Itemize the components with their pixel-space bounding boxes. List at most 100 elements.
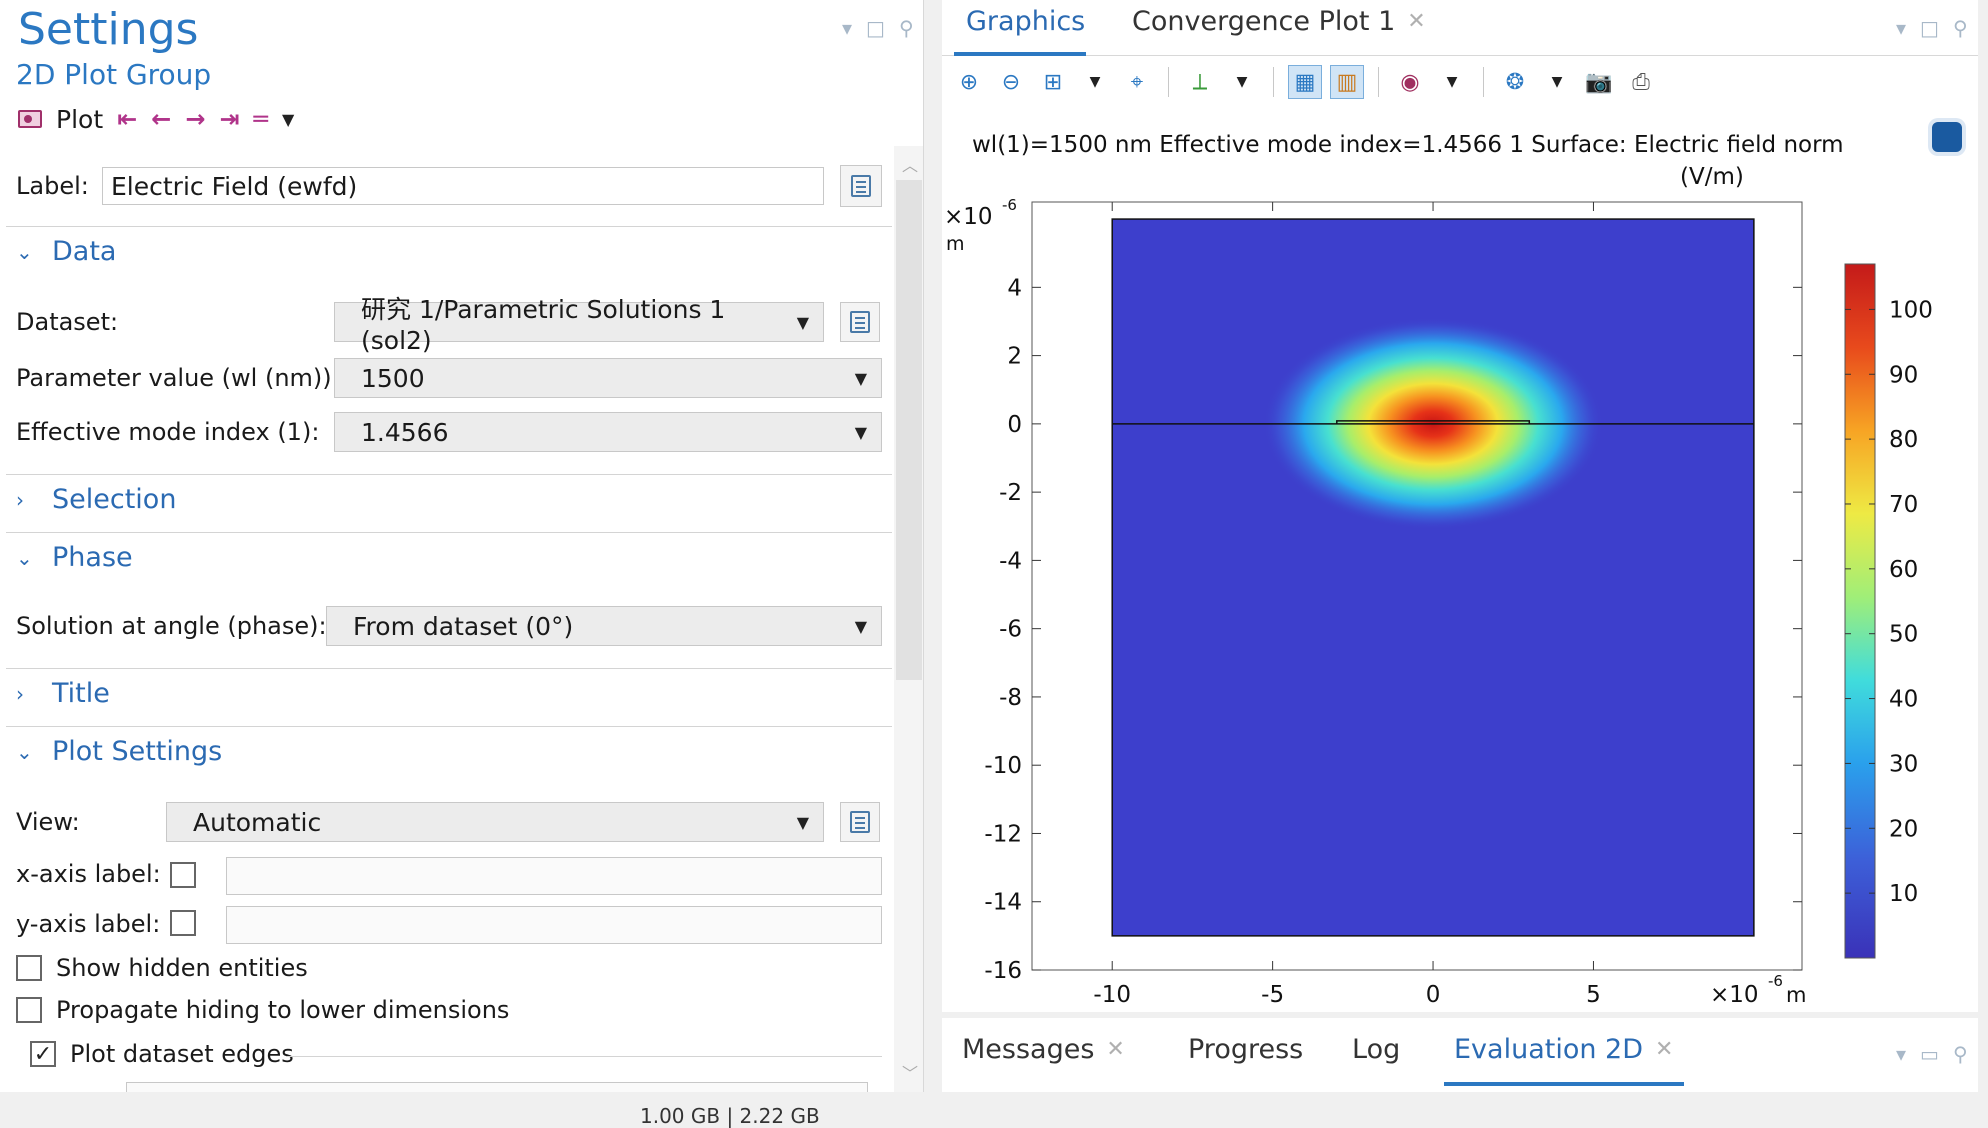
label-input[interactable]: Electric Field (ewfd) bbox=[102, 167, 824, 205]
plot-edges-row[interactable]: ✓ Plot dataset edges bbox=[30, 1040, 294, 1068]
y-tick-label: 0 bbox=[1007, 412, 1022, 438]
phase-label: Solution at angle (phase): bbox=[16, 612, 327, 640]
camera-icon[interactable]: 📷 bbox=[1585, 69, 1613, 95]
chevron-down-icon[interactable]: ▼ bbox=[1236, 74, 1248, 90]
chevron-right-icon: › bbox=[16, 487, 24, 512]
tab-messages-label: Messages bbox=[962, 1034, 1095, 1065]
aperture-icon[interactable]: ❂ bbox=[1505, 69, 1525, 95]
plot-domain bbox=[1111, 218, 1755, 937]
memory-status: 1.00 GB | 2.22 GB bbox=[640, 1104, 820, 1128]
colorbar-label: 30 bbox=[1889, 751, 1918, 777]
graphics-window-controls: ▾ □ ⚲ bbox=[1896, 16, 1968, 40]
tab-convergence-plot[interactable]: Convergence Plot 1 ✕ bbox=[1132, 6, 1426, 37]
tab-graphics[interactable]: Graphics bbox=[966, 6, 1085, 37]
graphics-window-icon[interactable] bbox=[1932, 122, 1962, 152]
section-plot-settings[interactable]: ⌄ Plot Settings bbox=[16, 736, 222, 767]
xaxis-label: x-axis label: bbox=[16, 860, 161, 888]
maximize-icon[interactable]: □ bbox=[1920, 16, 1939, 40]
xaxis-input[interactable] bbox=[226, 857, 882, 895]
section-title[interactable]: › Title bbox=[16, 678, 110, 709]
view-goto-button[interactable] bbox=[840, 802, 880, 842]
dataset-label: Dataset: bbox=[16, 308, 119, 336]
label-edit-button[interactable] bbox=[840, 165, 882, 207]
dataset-goto-button[interactable] bbox=[840, 302, 880, 342]
next-icon[interactable]: → bbox=[185, 105, 206, 133]
tab-progress[interactable]: Progress bbox=[1188, 1034, 1303, 1065]
section-selection[interactable]: › Selection bbox=[16, 484, 176, 515]
settings-scrollbar[interactable]: ︿ ﹀ bbox=[894, 146, 923, 1092]
param-select[interactable]: 1500 ▼ bbox=[334, 358, 882, 398]
document-icon bbox=[850, 811, 870, 833]
tab-evaluation-2d[interactable]: Evaluation 2D ✕ bbox=[1454, 1034, 1673, 1065]
grid-icon[interactable]: ▦ bbox=[1288, 65, 1322, 99]
colorbar-label: 50 bbox=[1889, 622, 1918, 648]
field-plot[interactable]: 420-2-4-6-8-10-12-14-16-10 -5 0 5×10 -6m×10-… bbox=[942, 190, 1978, 1012]
chevron-down-icon[interactable]: ▼ bbox=[282, 109, 295, 129]
scroll-thumb[interactable] bbox=[896, 180, 922, 680]
x-tick-label: 0 bbox=[1426, 982, 1441, 1008]
scroll-up-icon[interactable]: ︿ bbox=[902, 156, 919, 175]
mode-select[interactable]: 1.4566 ▼ bbox=[334, 412, 882, 452]
colorbar-label: 90 bbox=[1889, 362, 1918, 388]
zoom-out-icon[interactable]: ⊖ bbox=[1001, 69, 1021, 95]
plot-button-label[interactable]: Plot bbox=[56, 104, 104, 134]
graphics-toolbar: ⊕ ⊖ ⊞ ▼ ⌖ ⟂ ▼ ▦ ▥ ◉ ▼ ❂ ▼ 📷 ⎙ bbox=[952, 62, 1658, 102]
maximize-icon[interactable]: □ bbox=[866, 16, 885, 40]
propagate-checkbox[interactable] bbox=[16, 997, 42, 1023]
chevron-down-icon: ⌄ bbox=[16, 545, 33, 570]
chevron-down-icon[interactable]: ▼ bbox=[1446, 74, 1458, 90]
tab-log[interactable]: Log bbox=[1352, 1034, 1400, 1065]
close-icon[interactable]: ✕ bbox=[1655, 1037, 1674, 1062]
chevron-down-icon[interactable]: ▼ bbox=[1089, 74, 1101, 90]
axis-orientation-icon[interactable]: ⟂ bbox=[1192, 69, 1208, 95]
tab-underline bbox=[1444, 1082, 1684, 1086]
param-label: Parameter value (wl (nm)): bbox=[16, 364, 340, 392]
scene-light-icon[interactable]: ◉ bbox=[1400, 69, 1420, 95]
section-phase[interactable]: ⌄ Phase bbox=[16, 542, 133, 573]
yaxis-input[interactable] bbox=[226, 906, 882, 944]
pin-icon[interactable]: ⚲ bbox=[1952, 1042, 1968, 1066]
print-icon[interactable]: ⎙ bbox=[1632, 69, 1650, 95]
zoom-box-icon[interactable]: ⊞ bbox=[1043, 69, 1063, 95]
phase-select[interactable]: From dataset (0°) ▼ bbox=[326, 606, 882, 646]
first-icon[interactable]: ⇤ bbox=[117, 105, 138, 133]
y-tick-label: -10 bbox=[984, 753, 1022, 779]
menu-lines-icon[interactable]: ═ bbox=[253, 105, 269, 133]
colorbar-label: 80 bbox=[1889, 427, 1918, 453]
maximize-icon[interactable]: ▭ bbox=[1920, 1042, 1939, 1066]
minimize-icon[interactable]: ▾ bbox=[1896, 1042, 1907, 1066]
chevron-down-icon[interactable]: ▼ bbox=[1551, 74, 1563, 90]
y-exponent: -6 bbox=[1002, 196, 1017, 214]
status-bar: 1.00 GB | 2.22 GB bbox=[0, 1092, 1988, 1128]
previous-icon[interactable]: ← bbox=[151, 105, 172, 133]
last-icon[interactable]: ⇥ bbox=[219, 105, 240, 133]
graphics-panel: Graphics Convergence Plot 1 ✕ ▾ □ ⚲ ⊕ ⊖ … bbox=[942, 0, 1978, 1012]
dataset-select[interactable]: 研究 1/Parametric Solutions 1 (sol2) ▼ bbox=[334, 295, 824, 355]
chevron-right-icon: › bbox=[16, 681, 24, 706]
minimize-icon[interactable]: ▾ bbox=[1896, 16, 1907, 40]
document-icon bbox=[851, 175, 871, 197]
close-icon[interactable]: ✕ bbox=[1407, 9, 1426, 34]
pin-icon[interactable]: ⚲ bbox=[898, 16, 914, 40]
zoom-extents-icon[interactable]: ⌖ bbox=[1130, 69, 1144, 95]
show-hidden-label: Show hidden entities bbox=[56, 954, 308, 982]
close-icon[interactable]: ✕ bbox=[1106, 1037, 1125, 1062]
scroll-down-icon[interactable]: ﹀ bbox=[902, 1064, 919, 1083]
propagate-row[interactable]: Propagate hiding to lower dimensions bbox=[16, 996, 509, 1024]
plot-edges-checkbox[interactable]: ✓ bbox=[30, 1041, 56, 1067]
pin-icon[interactable]: ⚲ bbox=[1952, 16, 1968, 40]
xaxis-checkbox[interactable] bbox=[170, 862, 196, 888]
legend-icon[interactable]: ▥ bbox=[1330, 65, 1364, 99]
x-exponent: -6 bbox=[1768, 972, 1783, 990]
minimize-icon[interactable]: ▾ bbox=[842, 16, 853, 40]
plot-icon[interactable] bbox=[18, 110, 42, 128]
view-select[interactable]: Automatic ▼ bbox=[166, 802, 824, 842]
zoom-in-icon[interactable]: ⊕ bbox=[959, 69, 979, 95]
show-hidden-row[interactable]: Show hidden entities bbox=[16, 954, 308, 982]
show-hidden-checkbox[interactable] bbox=[16, 955, 42, 981]
yaxis-checkbox[interactable] bbox=[170, 910, 196, 936]
tab-messages[interactable]: Messages ✕ bbox=[962, 1034, 1125, 1065]
section-data[interactable]: ⌄ Data bbox=[16, 236, 116, 267]
colorbar-label: 10 bbox=[1889, 881, 1918, 907]
plot-edges-label: Plot dataset edges bbox=[70, 1040, 294, 1068]
